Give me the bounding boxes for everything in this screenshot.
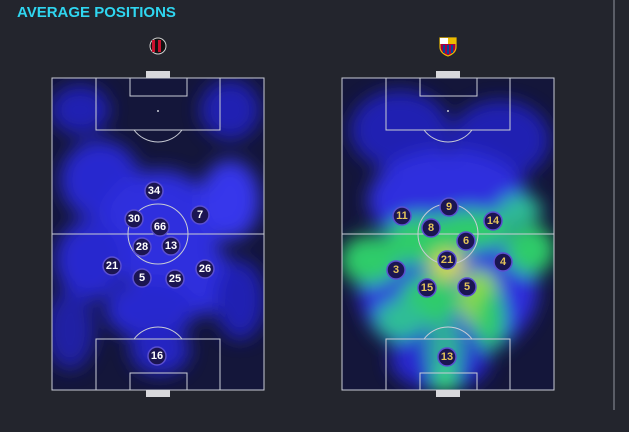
player-dot [386, 260, 406, 280]
barca-crest [439, 37, 457, 57]
player-dot [132, 237, 152, 257]
player-number: 21 [106, 260, 118, 272]
penalty-arc [423, 326, 473, 340]
player-number: 34 [148, 185, 161, 197]
player-number: 6 [463, 235, 469, 247]
player-dot [439, 197, 459, 217]
goal [146, 390, 170, 397]
penalty-arc [133, 326, 183, 340]
heat-blob [498, 195, 542, 225]
heat-blob [55, 220, 125, 300]
heat-blob [105, 280, 195, 340]
player-number: 7 [197, 209, 203, 221]
player-dot [147, 346, 167, 366]
heat-blob [433, 368, 457, 390]
heat-blob [52, 85, 110, 135]
center-circle [127, 203, 189, 265]
player-dot [417, 278, 437, 298]
player-marker: 14 [483, 211, 503, 231]
player-marker: 28 [132, 237, 152, 257]
player-dot [124, 209, 144, 229]
heat-blob [342, 235, 400, 285]
milan-crest [149, 37, 167, 55]
goal [436, 71, 460, 78]
player-dot [190, 205, 210, 225]
player-number: 5 [139, 272, 145, 284]
player-number: 13 [165, 240, 177, 252]
player-dot [437, 250, 457, 270]
player-number: 15 [421, 282, 433, 294]
player-marker: 15 [417, 278, 437, 298]
player-dot [165, 269, 185, 289]
player-marker: 66 [150, 217, 170, 237]
player-number: 3 [393, 264, 399, 276]
player-number: 66 [154, 221, 166, 233]
player-marker: 7 [190, 205, 210, 225]
player-number: 13 [441, 351, 453, 363]
player-number: 9 [446, 201, 452, 213]
penalty-arc [423, 129, 473, 143]
player-number: 14 [487, 215, 500, 227]
player-marker: 30 [124, 209, 144, 229]
player-dot [483, 211, 503, 231]
player-marker: 5 [132, 268, 152, 288]
player-dot [161, 236, 181, 256]
penalty-spot [447, 110, 449, 112]
player-dot [392, 206, 412, 226]
heat-blob [200, 80, 260, 140]
player-number: 16 [151, 350, 163, 362]
goal [146, 71, 170, 78]
section-title: AVERAGE POSITIONS [17, 4, 176, 21]
penalty-spot [157, 110, 159, 112]
player-number: 25 [169, 273, 181, 285]
player-dot [144, 181, 164, 201]
player-number: 5 [464, 281, 470, 293]
player-marker: 26 [195, 259, 215, 279]
player-marker: 13 [437, 347, 457, 367]
player-number: 26 [199, 263, 211, 275]
player-dot [493, 252, 513, 272]
goal [436, 390, 460, 397]
player-marker: 13 [161, 236, 181, 256]
player-marker: 9 [439, 197, 459, 217]
player-number: 21 [441, 254, 453, 266]
pitch: 11 9 14 8 6 3 21 4 15 5 13 [341, 71, 555, 397]
heat-blob [52, 290, 95, 370]
player-marker: 34 [144, 181, 164, 201]
heat-blob [200, 160, 260, 240]
pitch: 34 30 7 66 28 13 21 5 25 26 16 [51, 71, 265, 397]
player-dot [421, 218, 441, 238]
heat-blob [475, 290, 505, 350]
player-marker: 3 [386, 260, 406, 280]
player-marker: 5 [457, 277, 477, 297]
player-dot [456, 231, 476, 251]
player-number: 8 [428, 222, 434, 234]
player-marker: 21 [102, 256, 122, 276]
heat-blob [375, 300, 425, 340]
player-dot [132, 268, 152, 288]
player-dot [150, 217, 170, 237]
heatmap [52, 80, 264, 375]
player-marker: 25 [165, 269, 185, 289]
heat-blob [215, 260, 264, 340]
player-marker: 16 [147, 346, 167, 366]
player-dot [457, 277, 477, 297]
player-number: 4 [500, 256, 507, 268]
player-marker: 4 [493, 252, 513, 272]
penalty-arc [133, 129, 183, 143]
player-marker: 21 [437, 250, 457, 270]
player-number: 30 [128, 213, 140, 225]
player-marker: 8 [421, 218, 441, 238]
player-number: 11 [396, 210, 408, 222]
heat-blob [505, 225, 554, 275]
heat-layer [52, 80, 264, 375]
player-dot [195, 259, 215, 279]
player-marker: 11 [392, 206, 412, 226]
player-number: 28 [136, 241, 148, 253]
player-marker: 6 [456, 231, 476, 251]
player-dot [437, 347, 457, 367]
player-dot [102, 256, 122, 276]
